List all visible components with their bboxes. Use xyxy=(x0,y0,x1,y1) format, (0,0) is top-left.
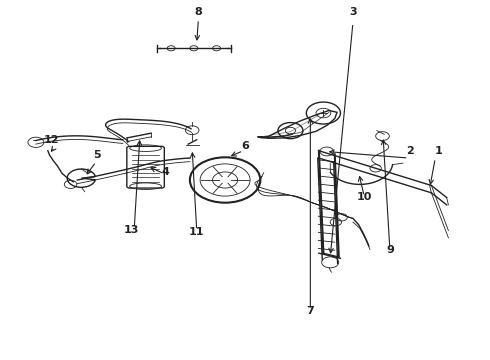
Text: 8: 8 xyxy=(195,7,202,17)
Text: 5: 5 xyxy=(94,150,101,160)
Text: 9: 9 xyxy=(386,245,394,255)
Text: 12: 12 xyxy=(44,135,60,145)
Text: 2: 2 xyxy=(406,147,414,156)
Text: 3: 3 xyxy=(349,7,357,17)
Text: 13: 13 xyxy=(123,225,139,235)
Text: 7: 7 xyxy=(306,306,314,316)
Text: 10: 10 xyxy=(357,192,372,202)
Text: 11: 11 xyxy=(189,227,204,237)
Text: 4: 4 xyxy=(162,167,170,176)
Text: 1: 1 xyxy=(434,147,442,156)
Text: 6: 6 xyxy=(241,141,249,151)
